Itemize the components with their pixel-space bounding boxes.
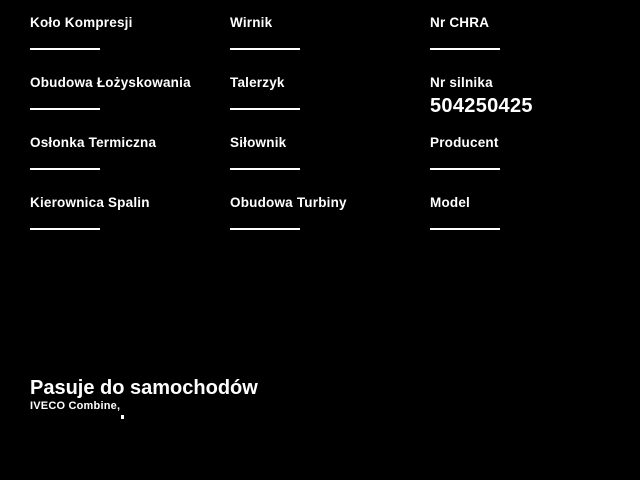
field-label: Wirnik	[230, 15, 273, 30]
field-label: Nr CHRA	[430, 15, 490, 30]
field-label: Talerzyk	[230, 75, 285, 90]
blank-value-underline	[230, 168, 300, 170]
compatible-vehicles-list: IVECO Combine,	[30, 400, 121, 412]
field-label: Obudowa Turbiny	[230, 195, 347, 210]
blank-value-underline	[430, 48, 500, 50]
field-nr-silnika: Nr silnika 504250425	[430, 75, 630, 135]
field-obudowa-lozyskowania: Obudowa Łożyskowania	[30, 75, 230, 135]
field-kolo-kompresji: Koło Kompresji	[30, 15, 230, 75]
field-talerzyk: Talerzyk	[230, 75, 430, 135]
blank-value-underline	[430, 168, 500, 170]
field-label: Obudowa Łożyskowania	[30, 75, 191, 90]
field-label: Siłownik	[230, 135, 287, 150]
field-oslonka-termiczna: Osłonka Termiczna	[30, 135, 230, 195]
field-label: Model	[430, 195, 470, 210]
field-obudowa-turbiny: Obudowa Turbiny	[230, 195, 430, 255]
field-silownik: Siłownik	[230, 135, 430, 195]
field-label: Kierownica Spalin	[30, 195, 150, 210]
blank-value-underline	[230, 48, 300, 50]
field-model: Model	[430, 195, 630, 255]
field-label: Koło Kompresji	[30, 15, 133, 30]
field-kierownica-spalin: Kierownica Spalin	[30, 195, 230, 255]
engine-number-value: 504250425	[430, 95, 533, 117]
field-label: Osłonka Termiczna	[30, 135, 157, 150]
clipped-text-fragment	[121, 415, 124, 419]
field-producent: Producent	[430, 135, 630, 195]
compatibility-heading: Pasuje do samochodów	[30, 377, 258, 399]
blank-value-underline	[230, 228, 300, 230]
blank-value-underline	[230, 108, 300, 110]
product-fields-grid: Koło Kompresji Wirnik Nr CHRA Obudowa Ło…	[30, 15, 630, 255]
field-label: Nr silnika	[430, 75, 493, 90]
blank-value-underline	[30, 228, 100, 230]
blank-value-underline	[30, 108, 100, 110]
field-label: Producent	[430, 135, 499, 150]
blank-value-underline	[30, 168, 100, 170]
blank-value-underline	[430, 228, 500, 230]
blank-value-underline	[30, 48, 100, 50]
field-wirnik: Wirnik	[230, 15, 430, 75]
field-nr-chra: Nr CHRA	[430, 15, 630, 75]
